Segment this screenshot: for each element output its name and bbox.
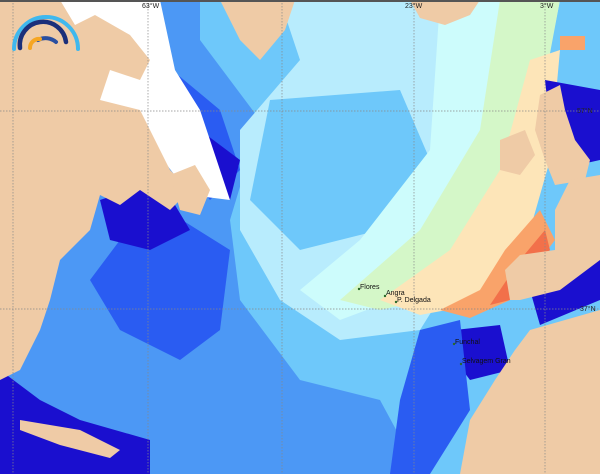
land-ireland: [500, 130, 535, 175]
ocean-green-region: [340, 0, 560, 310]
place-dot: [357, 287, 361, 291]
ocean-orange-region: [440, 210, 555, 318]
place-dot: [459, 362, 463, 366]
land-great-britain: [535, 85, 590, 185]
place-dot: [394, 300, 398, 304]
land-africa: [460, 310, 600, 474]
place-dot: [383, 294, 387, 298]
land-cuba: [20, 420, 120, 458]
longitude-label: 63°W: [142, 2, 160, 10]
place-label-funchal[interactable]: Funchal: [455, 339, 480, 346]
land-europe: [505, 175, 600, 300]
place-label-flores[interactable]: Flores: [360, 284, 380, 291]
latitude-label: 57°N: [577, 107, 593, 115]
longitude-label: 23°W: [405, 2, 423, 10]
place-markers: Flores Angra P. Delgada Funchal Selvagem…: [357, 284, 511, 366]
land-greenland: [220, 0, 295, 60]
land-newfoundland: [170, 165, 210, 215]
place-label-p-delgada[interactable]: P. Delgada: [397, 297, 431, 304]
ocean-deep-blue-madeira: [455, 325, 510, 380]
place-dot: [452, 342, 456, 346]
place-label-angra[interactable]: Angra: [386, 290, 405, 297]
place-label-selvagem-grande[interactable]: Selvagem Gran: [462, 358, 511, 365]
land-iceland: [410, 0, 480, 25]
top-border: [0, 0, 600, 2]
latitude-label: 37°N: [580, 305, 596, 313]
longitude-label: 3°W: [540, 2, 554, 10]
ocean-orange-patch-north: [560, 36, 585, 50]
logo-icon: [12, 15, 80, 51]
ocean-blue-east-atlantic: [390, 320, 470, 474]
land-north-america: [0, 0, 190, 380]
